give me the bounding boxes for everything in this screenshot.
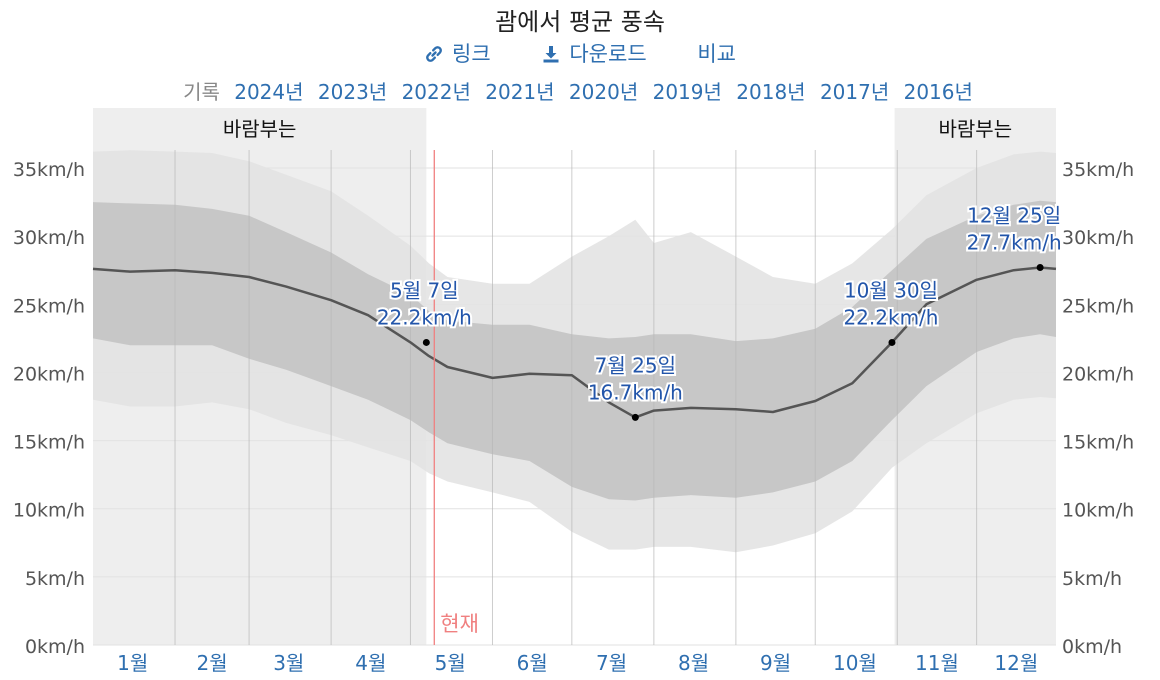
y-tick-right-2: 10km/h: [1062, 500, 1134, 522]
month-label-4: 4월: [355, 651, 386, 675]
link-icon: [426, 46, 442, 62]
annotation-value-4: 27.7km/h: [967, 230, 1062, 254]
annotation-value-2: 16.7km/h: [588, 380, 683, 404]
year-link-2018[interactable]: 2018년: [736, 80, 806, 104]
history-label: 기록: [183, 80, 220, 104]
compare-button[interactable]: 비교: [697, 42, 736, 66]
year-link-2023[interactable]: 2023년: [317, 80, 388, 104]
year-link-2019[interactable]: 2019년: [652, 80, 722, 104]
year-link-2016[interactable]: 2016년: [903, 80, 973, 104]
y-tick-right-3: 15km/h: [1062, 432, 1134, 454]
year-link-2017[interactable]: 2017년: [819, 80, 890, 104]
year-link-2022[interactable]: 2022년: [401, 80, 471, 104]
y-tick-left-1: 5km/h: [25, 568, 85, 590]
month-label-8: 8월: [678, 651, 709, 675]
annotation-date-2: 7월 25일: [595, 353, 676, 377]
action-links: 링크 다운로드 비교: [0, 38, 1160, 68]
month-label-7: 7월: [596, 651, 627, 675]
annotation-date-4: 12월 25일: [967, 203, 1061, 227]
year-link-2020[interactable]: 2020년: [568, 80, 639, 104]
annotation-point-2: [631, 413, 639, 421]
y-tick-left-4: 20km/h: [13, 363, 85, 385]
mean-wind-line: [92, 266, 1057, 419]
link-label: 링크: [452, 42, 491, 66]
month-label-12: 12월: [994, 651, 1038, 675]
y-tick-right-5: 25km/h: [1062, 295, 1134, 317]
annotation-date-3: 10월 30일: [844, 278, 938, 302]
y-tick-left-3: 15km/h: [13, 432, 85, 454]
y-tick-right-7: 35km/h: [1062, 159, 1134, 181]
y-tick-right-4: 20km/h: [1062, 363, 1134, 385]
month-label-6: 6월: [517, 651, 548, 675]
y-tick-left-6: 30km/h: [13, 227, 85, 249]
month-label-1: 1월: [117, 651, 148, 675]
y-tick-left-5: 25km/h: [13, 295, 85, 317]
y-tick-left-2: 10km/h: [13, 500, 85, 522]
download-icon: [543, 46, 559, 63]
year-link-2021[interactable]: 2021년: [485, 80, 555, 104]
year-link-2024[interactable]: 2024년: [234, 80, 304, 104]
y-tick-left-7: 35km/h: [13, 159, 85, 181]
y-tick-right-1: 5km/h: [1062, 568, 1122, 590]
download-button[interactable]: 다운로드: [541, 38, 647, 68]
annotation-value-1: 22.2km/h: [377, 305, 472, 329]
history-year-links: 기록 2024년 2023년 2022년 2021년 2020년 2019년 2…: [0, 76, 1160, 105]
month-label-11: 11월: [915, 651, 959, 675]
month-label-10: 10월: [833, 651, 877, 675]
annotation-point-1: [422, 338, 430, 346]
y-tick-right-6: 30km/h: [1062, 227, 1134, 249]
month-label-2: 2월: [196, 651, 227, 675]
annotation-point-3: [888, 338, 896, 346]
month-label-9: 9월: [760, 651, 791, 675]
annotation-value-3: 22.2km/h: [843, 305, 938, 329]
link-button[interactable]: 링크: [424, 38, 491, 68]
page-title: 괌에서 평균 풍속: [495, 8, 665, 36]
annotation-point-4: [1036, 263, 1044, 271]
annotation-date-1: 5월 7일: [390, 278, 459, 302]
windy-period-label-1: 바람부는: [223, 117, 297, 141]
current-date-label: 현재: [440, 612, 479, 636]
month-label-5: 5월: [435, 651, 466, 675]
month-label-3: 3월: [273, 651, 304, 675]
download-label: 다운로드: [569, 42, 647, 66]
y-tick-right-0: 0km/h: [1062, 636, 1122, 658]
windy-period-label-2: 바람부는: [939, 117, 1013, 141]
y-tick-left-0: 0km/h: [25, 636, 85, 658]
